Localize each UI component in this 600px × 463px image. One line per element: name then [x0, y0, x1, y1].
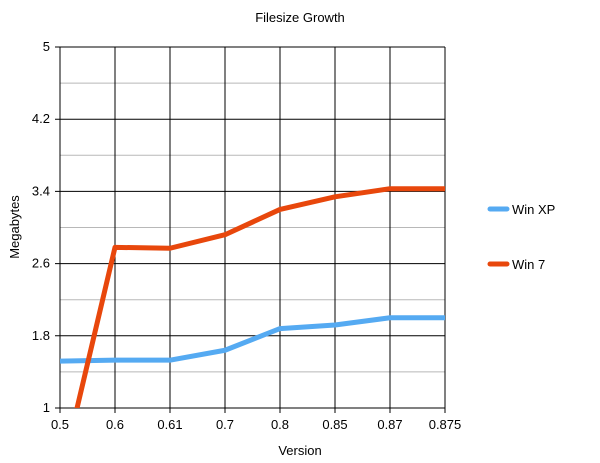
y-tick-label: 1.8: [32, 328, 50, 343]
chart-title: Filesize Growth: [255, 10, 345, 25]
y-tick-labels: 1 1.8 2.6 3.4 4.2 5: [32, 39, 50, 415]
legend: Win XP Win 7: [487, 202, 555, 272]
x-tick-label: 0.87: [377, 417, 402, 432]
x-tick-label: 0.7: [216, 417, 234, 432]
major-gridlines: [55, 46, 446, 413]
x-tick-labels: 0.5 0.6 0.61 0.7 0.8 0.85 0.87 0.875: [51, 417, 461, 432]
x-tick-label: 0.875: [429, 417, 462, 432]
x-tick-label: 0.85: [322, 417, 347, 432]
x-tick-label: 0.5: [51, 417, 69, 432]
y-tick-label: 5: [43, 39, 50, 54]
y-tick-label: 4.2: [32, 111, 50, 126]
y-tick-label: 2.6: [32, 256, 50, 271]
x-tick-label: 0.8: [271, 417, 289, 432]
legend-label: Win 7: [512, 257, 545, 272]
legend-item: Win 7: [487, 257, 545, 272]
y-tick-label: 3.4: [32, 183, 50, 198]
series-win-7: [74, 186, 445, 408]
y-axis-title: Megabytes: [7, 195, 22, 259]
legend-label: Win XP: [512, 202, 555, 217]
series-line: [74, 186, 445, 408]
x-tick-label: 0.61: [157, 417, 182, 432]
series-line: [60, 315, 445, 364]
x-tick-label: 0.6: [106, 417, 124, 432]
legend-item: Win XP: [487, 202, 555, 217]
y-tick-label: 1: [43, 400, 50, 415]
minor-gridlines: [60, 82, 445, 373]
x-axis-title: Version: [278, 443, 321, 458]
series-win-xp: [60, 315, 445, 364]
series-lines: [60, 186, 445, 408]
